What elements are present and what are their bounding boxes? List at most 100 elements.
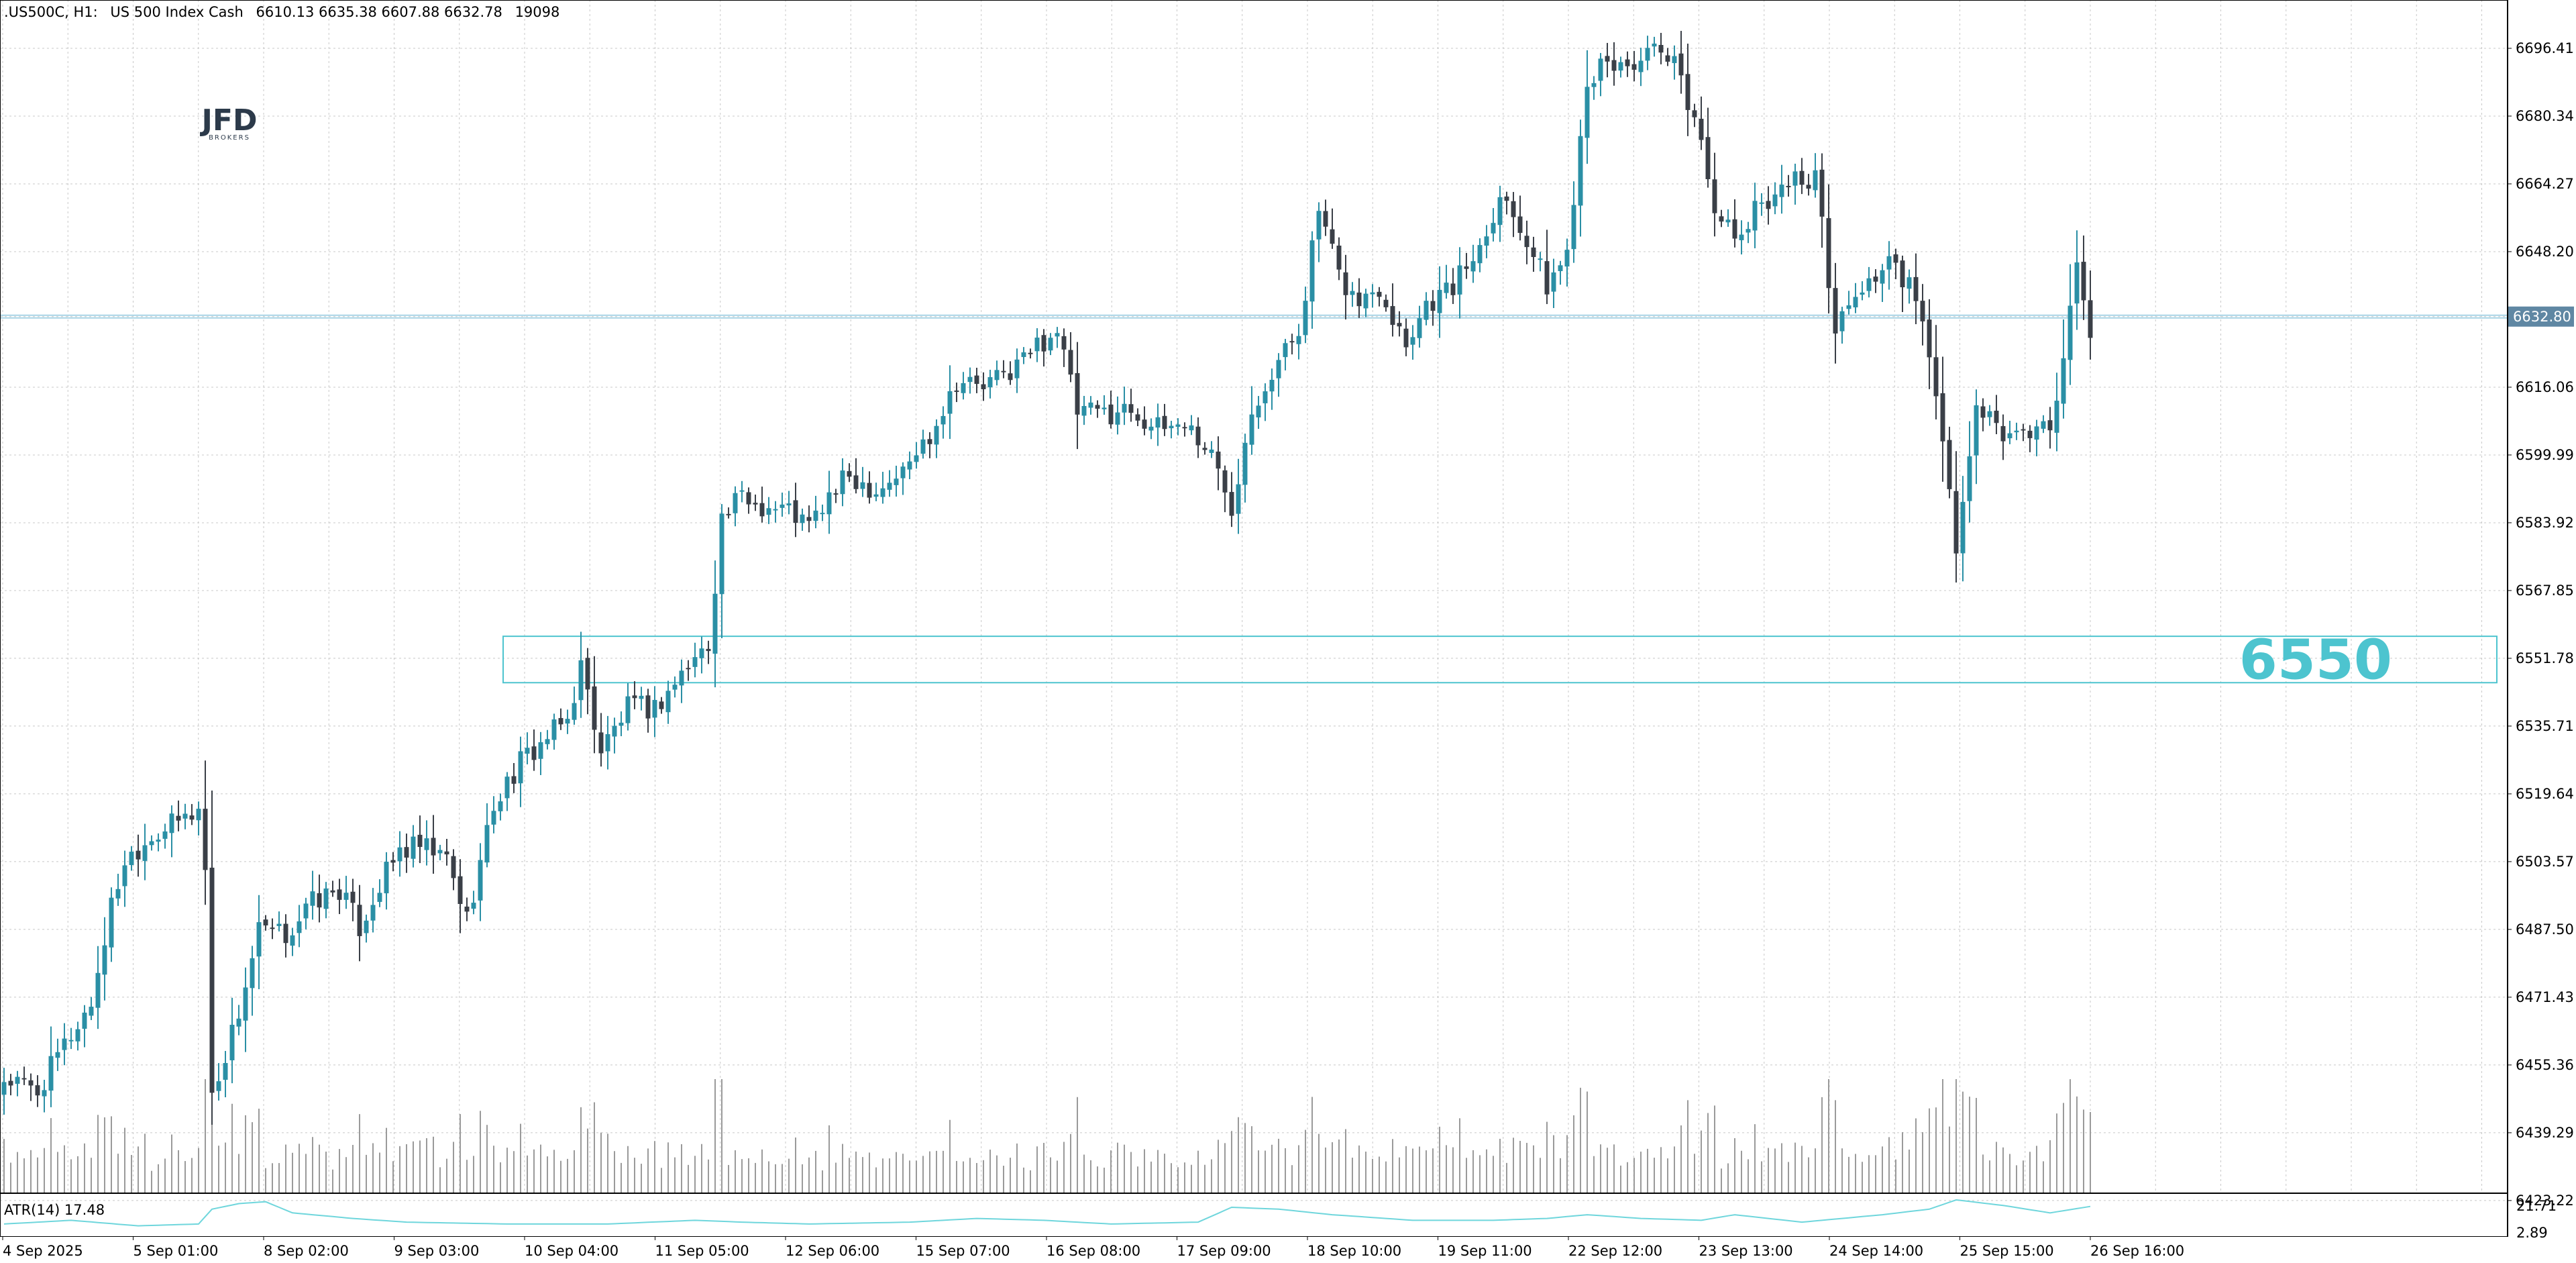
candle-body — [934, 425, 939, 445]
candle — [156, 833, 161, 852]
candle — [1531, 236, 1536, 272]
candle-body — [1048, 338, 1053, 351]
candle-body — [598, 732, 604, 754]
candle-body — [686, 668, 691, 670]
candle — [900, 462, 906, 495]
header-description: US 500 Index Cash — [110, 4, 243, 20]
candle — [310, 870, 315, 920]
candle — [1236, 458, 1241, 534]
candle — [806, 505, 812, 533]
candle-body — [1699, 118, 1704, 140]
candles — [1, 31, 2093, 1125]
candle-body — [840, 470, 845, 495]
candle — [961, 372, 966, 400]
candle-body — [1940, 393, 1945, 442]
candle — [203, 760, 208, 905]
candle-body — [458, 876, 463, 905]
candle — [1907, 269, 1912, 304]
candle-body — [102, 945, 107, 975]
candle — [1276, 353, 1281, 397]
candle — [28, 1073, 34, 1101]
candle-body — [1517, 216, 1523, 234]
candle-body — [1974, 405, 1979, 456]
candle-body — [1551, 272, 1556, 292]
candle — [2021, 423, 2026, 442]
candle-body — [1893, 254, 1898, 263]
candle — [880, 472, 885, 504]
candle — [1309, 231, 1315, 329]
candle — [686, 660, 691, 681]
candle-body — [1075, 372, 1080, 415]
candle — [1484, 225, 1489, 258]
candle — [1383, 294, 1389, 312]
candle — [1692, 103, 1697, 128]
candle-body — [350, 891, 356, 903]
candle — [102, 917, 107, 1001]
candle — [619, 711, 624, 736]
candle-body — [1544, 261, 1550, 295]
candle — [2014, 422, 2019, 440]
candle — [1202, 442, 1208, 455]
candle-body — [1034, 338, 1040, 352]
candle — [773, 501, 778, 523]
candle-body — [1008, 373, 1013, 381]
support-zone-rect[interactable] — [502, 636, 2498, 684]
x-tick-label: 15 Sep 07:00 — [916, 1243, 1010, 1259]
candle — [55, 1038, 60, 1071]
candle-body — [1927, 319, 1932, 358]
candle-body — [504, 776, 510, 799]
candle — [1927, 299, 1932, 389]
candle-body — [1128, 404, 1134, 413]
candle-body — [558, 717, 564, 725]
candle-body — [1363, 293, 1368, 309]
candle-body — [1712, 179, 1717, 213]
candle — [1034, 328, 1040, 362]
candle-body — [1511, 201, 1516, 217]
y-tick-label: 6423.22 — [2516, 1193, 2574, 1209]
candle — [1075, 342, 1080, 450]
candle — [1028, 348, 1033, 359]
candle-body — [565, 719, 570, 724]
candle — [1960, 476, 1966, 582]
price-axis[interactable]: 6696.41 6680.34 6664.27 6648.20 6616.06 6599.… — [2508, 40, 2574, 1209]
candle — [1014, 348, 1020, 393]
candle — [136, 834, 141, 877]
candle — [1551, 258, 1556, 309]
candle-body — [1658, 44, 1664, 53]
candle — [538, 731, 543, 775]
time-axis[interactable]: 4 Sep 2025 5 Sep 01:00 8 Sep 02:00 9 Sep 03… — [2, 1236, 2184, 1259]
candle — [1008, 361, 1013, 385]
candle-body — [1, 1082, 7, 1095]
candle — [1444, 264, 1449, 299]
candle — [994, 360, 1000, 386]
candle — [1746, 221, 1751, 244]
candle — [2088, 270, 2093, 360]
candle-body — [531, 746, 537, 760]
atr-tick-low: 2.89 — [2516, 1225, 2548, 1241]
candle — [1591, 76, 1597, 100]
candle — [1175, 418, 1181, 436]
candle-body — [1786, 185, 1791, 188]
candle-body — [518, 751, 523, 784]
candle-body — [1799, 170, 1805, 185]
candle — [2034, 419, 2039, 456]
candle-body — [1296, 336, 1301, 344]
candle — [504, 772, 510, 811]
candle — [48, 1026, 54, 1107]
candle-body — [1309, 240, 1315, 302]
x-tick-label: 23 Sep 13:00 — [1699, 1243, 1793, 1259]
candle-body — [330, 890, 335, 893]
candle-body — [706, 648, 711, 652]
candle-body — [1779, 185, 1784, 197]
candle — [484, 803, 490, 868]
y-tick-label: 6583.92 — [2516, 515, 2574, 531]
candle-body — [95, 972, 101, 1008]
candle-body — [1377, 291, 1382, 297]
candle-body — [746, 492, 751, 505]
candle — [149, 835, 154, 851]
candle — [1558, 260, 1563, 285]
candle-body — [679, 670, 684, 686]
candle-body — [1148, 426, 1154, 431]
candle — [1081, 395, 1087, 425]
candle-body — [1283, 343, 1288, 358]
